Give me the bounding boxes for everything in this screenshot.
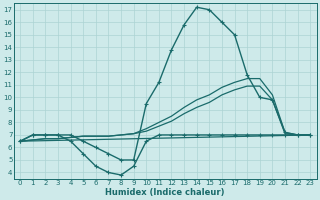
X-axis label: Humidex (Indice chaleur): Humidex (Indice chaleur) — [106, 188, 225, 197]
